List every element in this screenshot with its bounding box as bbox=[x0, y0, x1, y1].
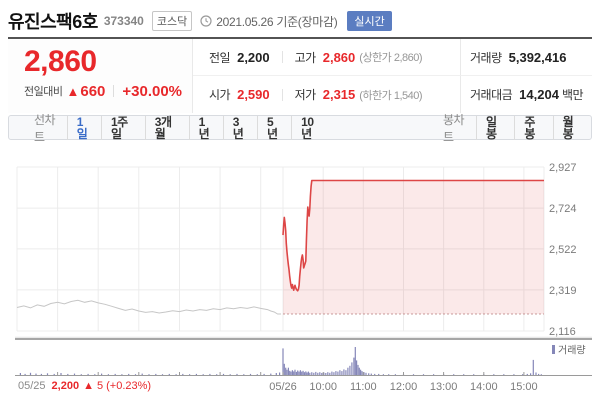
ohlc-grid: 전일 2,200 고가 2,860 (상한가 2,860) 거래량 5,392,… bbox=[193, 39, 592, 113]
stock-code: 373340 bbox=[103, 14, 144, 28]
candle-chart-label: 봉차트 bbox=[443, 112, 465, 144]
header: 유진스팩6호 373340 코스닥 2021.05.26 기준(장마감) 실시간 bbox=[8, 7, 592, 35]
volume-bars bbox=[19, 347, 542, 375]
volume-value: 5,392,416 bbox=[508, 49, 567, 65]
chart-period-tabbar: 선차트 1일 1주일 3개월 1년 3년 5년 10년 봉차트 일봉 주봉 월봉 bbox=[8, 113, 592, 144]
x-axis-tick-label: 13:00 bbox=[430, 381, 458, 393]
upper-limit-note: (상한가 2,860) bbox=[359, 52, 423, 64]
volume-label: 거래량 bbox=[470, 50, 502, 65]
amount-unit: 백만 bbox=[561, 88, 584, 102]
line-period-tab-3[interactable]: 3개월 bbox=[144, 115, 189, 140]
change-value: 660 bbox=[80, 82, 106, 100]
volume-row: 거래량 5,392,416 bbox=[460, 39, 592, 76]
high-value: 2,860 bbox=[322, 49, 356, 65]
divider bbox=[281, 51, 283, 63]
volume-legend-label: 거래량 bbox=[558, 345, 586, 357]
prev-change: ▲ 5 bbox=[83, 380, 104, 392]
y-axis-tick-label: 2,319 bbox=[549, 285, 577, 297]
line-period-tab-4[interactable]: 1년 bbox=[188, 115, 223, 140]
realtime-badge[interactable]: 실시간 bbox=[347, 11, 392, 31]
price-summary: 2,860 전일대비 ▲ 660 +30.00% 전일 2,200 고가 2,8… bbox=[8, 39, 592, 113]
candle-period-tab-3[interactable]: 월봉 bbox=[552, 115, 591, 140]
x-axis-tick-label: 12:00 bbox=[390, 381, 418, 393]
header-divider bbox=[8, 37, 592, 39]
x-axis-tick-label: 14:00 bbox=[470, 381, 498, 393]
x-axis-tick-label: 10:00 bbox=[309, 381, 337, 393]
volume-legend-icon bbox=[552, 345, 555, 354]
prev-change-percent: (+0.23%) bbox=[106, 380, 152, 392]
price-area-fill bbox=[283, 180, 544, 314]
line-chart-label: 선차트 bbox=[34, 112, 56, 144]
x-axis-tick-label: 11:00 bbox=[350, 381, 377, 393]
line-chart-tab-group: 선차트 1일 1주일 3개월 1년 3년 5년 10년 bbox=[34, 111, 331, 145]
amount-row: 거래대금 14,204 백만 bbox=[460, 76, 592, 113]
y-axis-tick-label: 2,116 bbox=[549, 326, 576, 338]
open-label: 시가 bbox=[209, 88, 231, 102]
open-low-row: 시가 2,590 저가 2,315 (하한가 1,540) bbox=[193, 76, 460, 113]
candle-period-tab-1[interactable]: 일봉 bbox=[476, 115, 514, 140]
current-price: 2,860 bbox=[24, 45, 97, 78]
candle-period-tab-2[interactable]: 주봉 bbox=[514, 115, 552, 140]
time-axis-ticks bbox=[57, 372, 525, 376]
divider bbox=[281, 88, 283, 101]
amount-value: 14,204 bbox=[519, 87, 559, 102]
prev-day-price-line bbox=[16, 299, 281, 315]
y-axis-tick-label: 2,724 bbox=[549, 203, 577, 215]
divider bbox=[113, 85, 115, 97]
candle-chart-tab-group: 봉차트 일봉 주봉 월봉 bbox=[443, 111, 591, 145]
low-label: 저가 bbox=[294, 88, 317, 102]
change-label: 전일대비 bbox=[24, 86, 63, 98]
line-period-tab-1[interactable]: 1일 bbox=[66, 115, 101, 140]
prev-close-value: 2,200 bbox=[237, 49, 270, 65]
amount-label: 거래대금 bbox=[470, 88, 513, 102]
x-axis-tick-label: 15:00 bbox=[510, 381, 538, 393]
lower-limit-note: (하한가 1,540) bbox=[359, 89, 423, 102]
grid-lines bbox=[16, 166, 545, 332]
prev-close-label: 전일 bbox=[209, 50, 231, 65]
current-price-box: 2,860 전일대비 ▲ 660 +30.00% bbox=[8, 39, 193, 113]
line-period-tab-2[interactable]: 1주일 bbox=[100, 115, 145, 140]
axis-labels: 2,927 2,724 2,522 2,319 2,116 05/26 10:00 11:00… bbox=[269, 162, 576, 393]
stock-name: 유진스팩6호 bbox=[8, 12, 98, 32]
high-label: 고가 bbox=[294, 50, 317, 65]
line-period-tab-7[interactable]: 10년 bbox=[291, 115, 331, 140]
change-row: 전일대비 ▲ 660 +30.00% bbox=[24, 83, 192, 100]
line-period-tab-5[interactable]: 3년 bbox=[222, 115, 257, 140]
clock-icon bbox=[200, 15, 212, 27]
up-arrow-icon: ▲ bbox=[66, 83, 80, 99]
line-period-tab-6[interactable]: 5년 bbox=[256, 115, 291, 140]
change-percent: +30.00% bbox=[122, 82, 183, 100]
prev-date-label: 05/25 bbox=[18, 380, 46, 392]
low-value: 2,315 bbox=[322, 87, 356, 102]
current-day-price-line bbox=[282, 179, 544, 292]
prev-close-price: 2,200 bbox=[51, 380, 80, 392]
prev-high-row: 전일 2,200 고가 2,860 (상한가 2,860) bbox=[193, 39, 460, 76]
x-axis-tick-label: 05/26 bbox=[269, 381, 297, 393]
quote-date-info: 2021.05.26 기준(장마감) bbox=[216, 14, 338, 29]
y-axis-tick-label: 2,522 bbox=[549, 244, 577, 256]
y-axis-tick-label: 2,927 bbox=[549, 162, 577, 174]
prev-day-summary: 05/25 2,200 ▲ 5 (+0.23%) bbox=[18, 380, 151, 392]
market-badge-kosdaq[interactable]: 코스닥 bbox=[151, 11, 193, 31]
open-value: 2,590 bbox=[237, 87, 270, 102]
